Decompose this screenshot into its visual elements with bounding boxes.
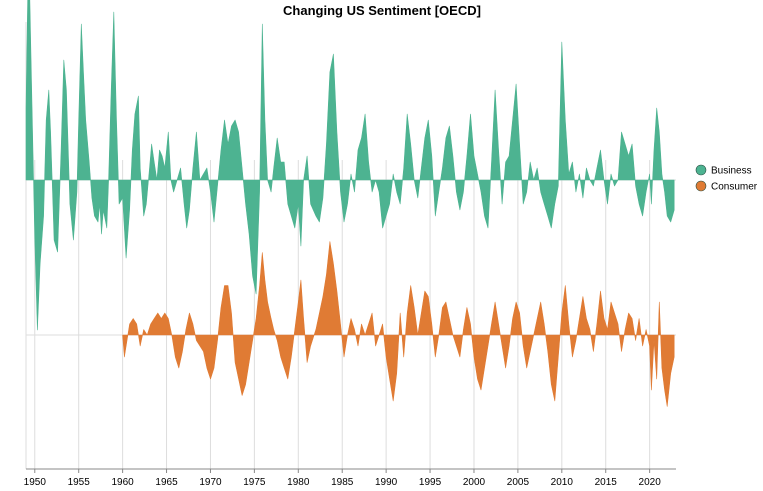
chart-title: Changing US Sentiment [OECD] xyxy=(283,3,481,18)
x-axis: 1950 1955 1960 1965 1970 1975 1980 1985 1990 1995… xyxy=(24,468,676,488)
legend-swatch xyxy=(695,180,707,192)
x-tick-label-1990: 1990 xyxy=(375,477,398,488)
x-tick-label-1955: 1955 xyxy=(68,477,91,488)
x-tick-label-2000: 2000 xyxy=(463,477,486,488)
series-area-consumer[interactable] xyxy=(122,241,675,407)
legend-item-business[interactable]: Business xyxy=(695,164,752,177)
x-tick-label-1975: 1975 xyxy=(243,477,266,488)
x-tick-label-2020: 2020 xyxy=(639,477,662,488)
x-tick-label-1965: 1965 xyxy=(155,477,178,488)
x-tick-label-1995: 1995 xyxy=(419,477,442,488)
legend[interactable]: Business Consumer xyxy=(695,164,758,193)
x-tick-label-2010: 2010 xyxy=(551,477,574,488)
x-tick-label-1960: 1960 xyxy=(111,477,134,488)
x-tick-label-1950: 1950 xyxy=(24,477,47,488)
x-tick-label-1980: 1980 xyxy=(287,477,310,488)
x-tick-label-2005: 2005 xyxy=(507,477,530,488)
x-gridlines xyxy=(25,22,676,469)
legend-swatch xyxy=(695,164,707,176)
legend-label: Business xyxy=(711,166,752,177)
legend-item-consumer[interactable]: Consumer xyxy=(695,180,758,193)
legend-label: Consumer xyxy=(711,182,758,193)
series-areas xyxy=(25,0,675,407)
series-area-business[interactable] xyxy=(25,0,675,331)
x-tick-label-1970: 1970 xyxy=(199,477,222,488)
x-tick-label-2015: 2015 xyxy=(595,477,618,488)
x-tick-label-1985: 1985 xyxy=(331,477,354,488)
